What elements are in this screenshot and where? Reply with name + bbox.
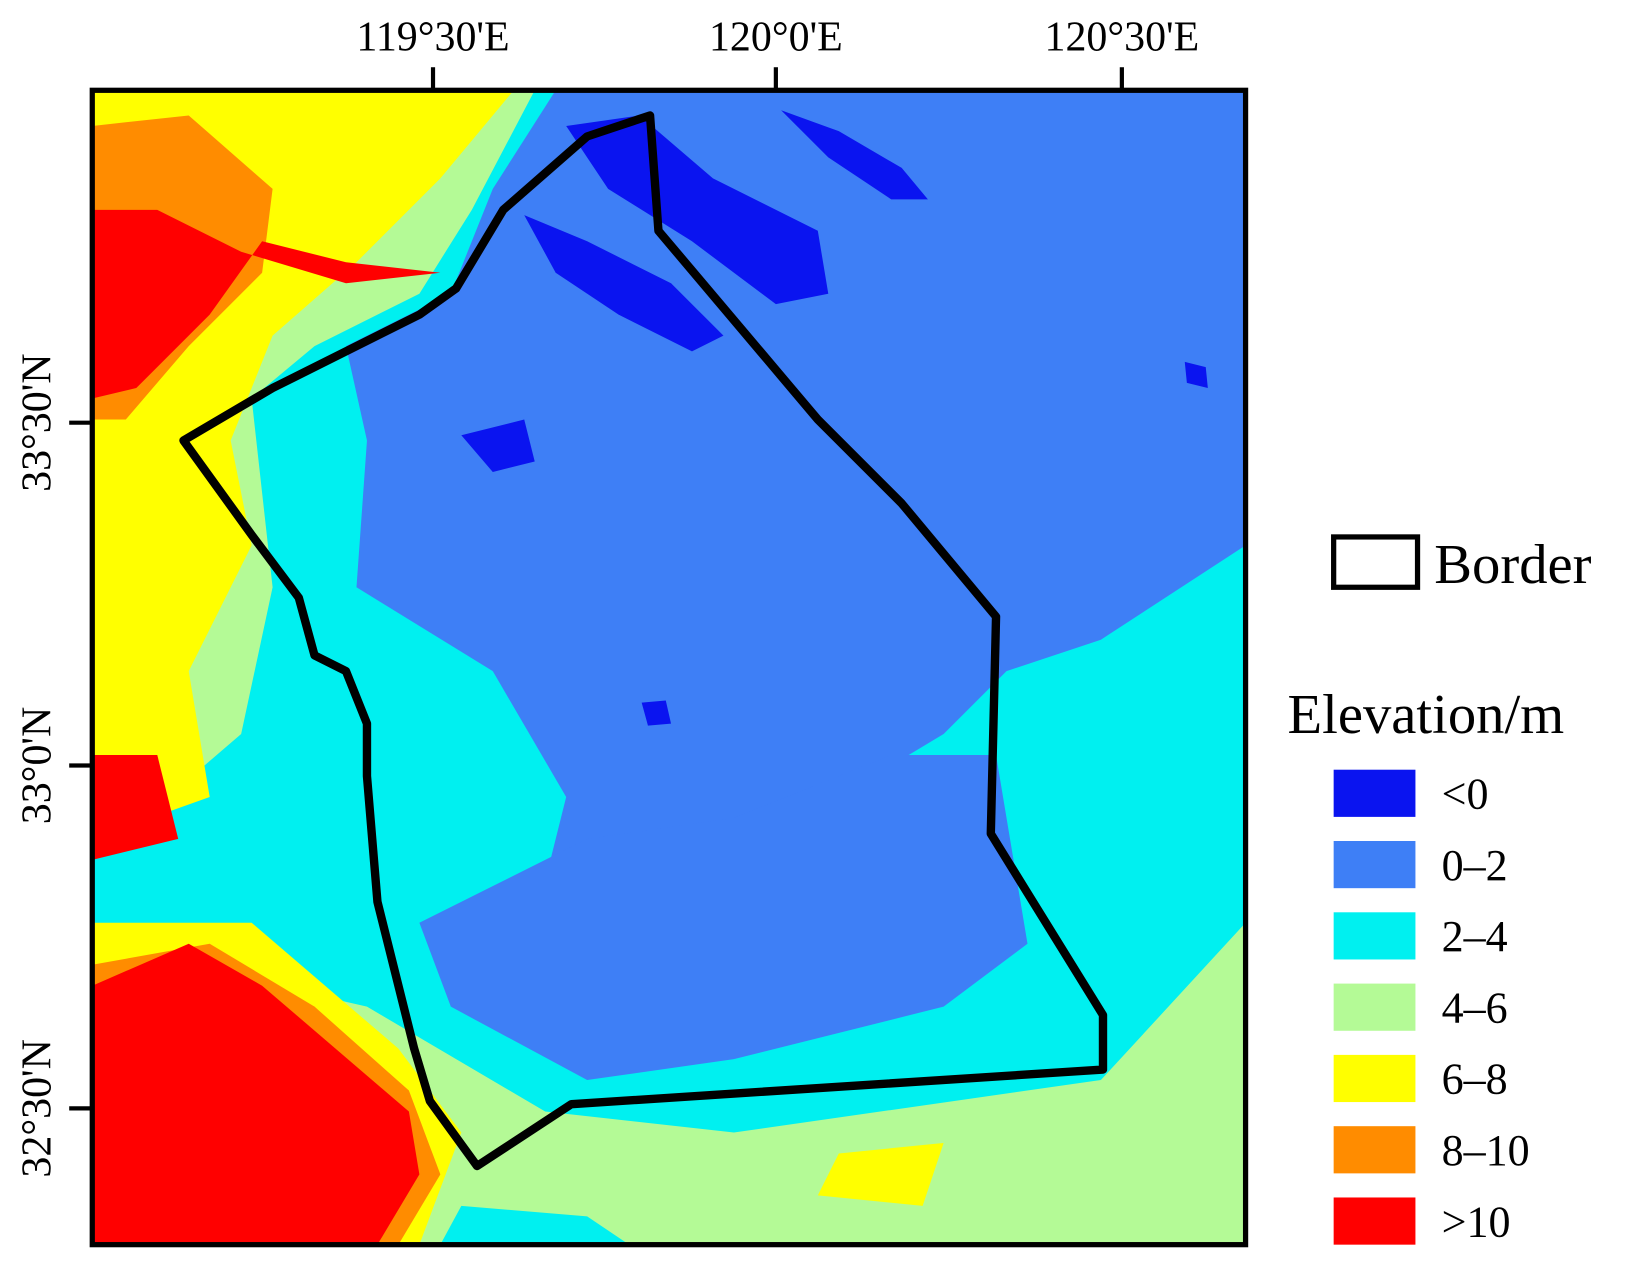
- legend-label: >10: [1442, 1197, 1511, 1246]
- legend-title: Elevation/m: [1288, 684, 1565, 746]
- latitude-label: 33°0'N: [14, 707, 60, 824]
- longitude-label: 120°0'E: [709, 14, 843, 60]
- legend-label: 0–2: [1442, 841, 1508, 890]
- legend-label: <0: [1442, 769, 1489, 818]
- longitude-label: 120°30'E: [1044, 14, 1199, 60]
- legend-swatch: [1333, 983, 1416, 1031]
- legend-swatch: [1333, 1054, 1416, 1103]
- map-frame: [89, 87, 1249, 1248]
- legend-swatch: [1333, 912, 1416, 960]
- latitude-label: 33°30'N: [14, 353, 60, 491]
- legend-items: <0 0–2 2–4 4–6 6–8 8–10 >10: [1333, 769, 1530, 1246]
- legend-border-label: Border: [1434, 534, 1591, 596]
- study-area-border: [179, 111, 1108, 1171]
- legend-swatch: [1333, 1126, 1416, 1174]
- legend-label: 4–6: [1442, 983, 1508, 1032]
- legend-label: 2–4: [1442, 912, 1508, 961]
- legend-swatch: [1333, 841, 1416, 889]
- legend-label: 6–8: [1442, 1055, 1508, 1104]
- legend-swatch: [1333, 1197, 1416, 1245]
- legend-swatch: [1333, 769, 1416, 817]
- longitude-label: 119°30'E: [356, 14, 509, 60]
- legend-label: 8–10: [1442, 1126, 1530, 1175]
- latitude-label: 32°30'N: [14, 1039, 60, 1177]
- graticule-ticks: [69, 67, 1124, 1111]
- elevation-raster: [92, 90, 1246, 1245]
- legend-border-swatch: [1331, 534, 1421, 590]
